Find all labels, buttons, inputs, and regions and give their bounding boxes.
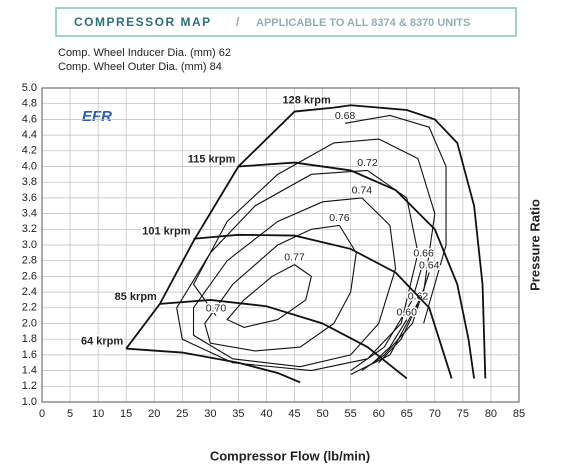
info-line: Comp. Wheel Outer Dia. (mm) 84 bbox=[58, 61, 222, 73]
y-tick-label: 2.4 bbox=[22, 286, 37, 298]
y-tick-label: 2.0 bbox=[22, 317, 37, 329]
contour-label: 0.66 bbox=[413, 247, 434, 259]
x-tick-label: 10 bbox=[92, 408, 104, 420]
y-tick-label: 1.8 bbox=[22, 333, 37, 345]
y-tick-label: 4.0 bbox=[22, 160, 37, 172]
x-tick-label: 35 bbox=[232, 408, 244, 420]
x-tick-label: 65 bbox=[401, 408, 413, 420]
x-tick-label: 5 bbox=[67, 408, 73, 420]
speed-label: 128 krpm bbox=[282, 95, 331, 107]
y-tick-label: 3.2 bbox=[22, 223, 37, 235]
contour-label: 0.76 bbox=[329, 212, 350, 224]
header-box bbox=[55, 7, 517, 37]
x-tick-label: 75 bbox=[457, 408, 469, 420]
speed-line bbox=[159, 299, 408, 380]
info-line: Comp. Wheel Inducer Dia. (mm) 62 bbox=[58, 47, 231, 59]
speed-line bbox=[333, 104, 487, 379]
x-tick-label: 80 bbox=[485, 408, 497, 420]
y-tick-label: 4.6 bbox=[22, 113, 37, 125]
speed-label: 115 krpm bbox=[188, 153, 236, 165]
efficiency-contour bbox=[176, 169, 419, 372]
speed-line bbox=[193, 233, 453, 379]
y-tick-label: 1.4 bbox=[22, 365, 37, 377]
logo: EFR bbox=[82, 108, 112, 125]
y-tick-label: 1.0 bbox=[22, 396, 37, 408]
x-tick-label: 55 bbox=[345, 408, 357, 420]
contour-label: 0.74 bbox=[352, 185, 373, 197]
y-tick-label: 4.4 bbox=[22, 129, 37, 141]
speed-line bbox=[126, 347, 301, 384]
efficiency-contour bbox=[204, 224, 357, 352]
y-axis-label: Pressure Ratio bbox=[527, 199, 542, 291]
surge-line bbox=[125, 106, 334, 350]
y-tick-label: 2.8 bbox=[22, 255, 37, 267]
y-tick-label: 1.2 bbox=[22, 380, 37, 392]
speed-line bbox=[238, 161, 475, 379]
y-tick-label: 3.4 bbox=[22, 208, 37, 220]
x-tick-label: 25 bbox=[176, 408, 188, 420]
speed-label: 85 krpm bbox=[115, 291, 157, 303]
x-tick-label: 60 bbox=[373, 408, 385, 420]
y-tick-label: 3.0 bbox=[22, 239, 37, 251]
contour-label: 0.60 bbox=[397, 306, 418, 318]
header-separator: / bbox=[236, 15, 240, 29]
x-tick-label: 20 bbox=[148, 408, 160, 420]
header-subtitle: APPLICABLE TO ALL 8374 & 8370 UNITS bbox=[256, 17, 470, 29]
y-tick-label: 4.2 bbox=[22, 145, 37, 157]
speed-label: 64 krpm bbox=[81, 336, 123, 348]
contour-label: 0.64 bbox=[419, 259, 440, 271]
efficiency-contour bbox=[226, 264, 312, 329]
x-tick-label: 15 bbox=[120, 408, 132, 420]
header-title: COMPRESSOR MAP bbox=[74, 15, 212, 29]
x-tick-label: 85 bbox=[513, 408, 525, 420]
speed-label: 101 krpm bbox=[142, 226, 191, 238]
x-tick-label: 70 bbox=[429, 408, 441, 420]
x-tick-label: 50 bbox=[316, 408, 328, 420]
x-axis-label: Compressor Flow (lb/min) bbox=[210, 448, 370, 463]
y-tick-label: 1.6 bbox=[22, 349, 37, 361]
contour-label: 0.70 bbox=[206, 302, 227, 314]
efficiency-contour bbox=[192, 138, 436, 376]
efficiency-contour bbox=[378, 303, 419, 364]
contour-label: 0.68 bbox=[335, 110, 356, 122]
x-tick-label: 45 bbox=[288, 408, 300, 420]
y-tick-label: 4.8 bbox=[22, 98, 37, 110]
contour-label: 0.72 bbox=[357, 157, 378, 169]
y-tick-label: 5.0 bbox=[22, 82, 37, 94]
contour-label: 0.77 bbox=[284, 251, 305, 263]
y-tick-label: 2.2 bbox=[22, 302, 37, 314]
y-tick-label: 3.8 bbox=[22, 176, 37, 188]
efficiency-contour bbox=[192, 197, 397, 368]
y-tick-label: 2.6 bbox=[22, 270, 37, 282]
x-tick-label: 0 bbox=[39, 408, 45, 420]
x-tick-label: 40 bbox=[260, 408, 272, 420]
plot-frame bbox=[41, 87, 520, 403]
x-tick-label: 30 bbox=[204, 408, 216, 420]
y-tick-label: 3.6 bbox=[22, 192, 37, 204]
efficiency-contour bbox=[344, 114, 447, 324]
efficiency-contour bbox=[372, 319, 408, 364]
efficiency-contour bbox=[350, 260, 425, 372]
